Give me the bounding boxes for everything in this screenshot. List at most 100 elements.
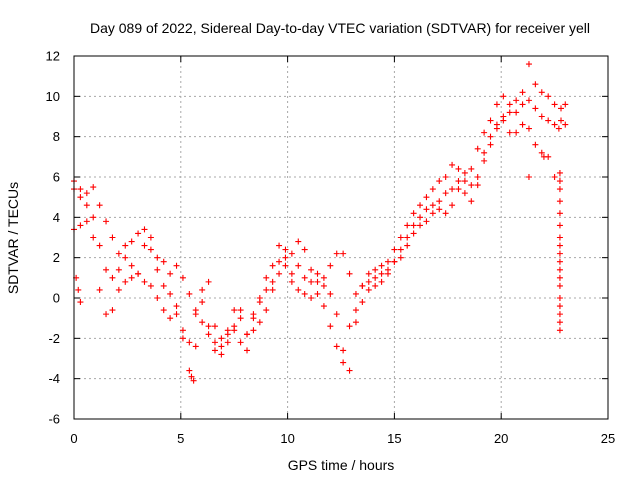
data-point — [474, 145, 481, 152]
data-point — [256, 295, 263, 301]
data-point — [525, 97, 532, 104]
data-point — [404, 234, 411, 241]
data-point — [365, 286, 372, 293]
data-point — [141, 278, 148, 285]
data-point — [96, 202, 103, 209]
data-point — [147, 246, 154, 253]
x-tick-label: 25 — [601, 431, 615, 446]
data-point — [128, 274, 135, 281]
data-point — [218, 351, 225, 358]
data-point — [154, 254, 161, 261]
data-point — [417, 202, 424, 209]
data-point — [513, 109, 520, 116]
data-point — [558, 117, 565, 124]
data-point — [474, 174, 481, 180]
data-point — [115, 250, 122, 257]
data-point — [525, 174, 532, 180]
data-point — [103, 218, 110, 225]
data-point — [359, 282, 366, 289]
data-point — [442, 174, 449, 180]
data-point — [397, 246, 404, 253]
data-point — [83, 218, 90, 225]
data-point — [525, 61, 532, 68]
data-point — [346, 270, 353, 277]
data-point — [556, 282, 563, 289]
data-point — [199, 319, 206, 326]
data-point — [288, 278, 295, 285]
data-point — [167, 290, 174, 297]
data-point — [186, 290, 193, 297]
data-point — [154, 266, 161, 273]
x-axis-label: GPS time / hours — [288, 457, 395, 473]
data-point — [532, 81, 539, 88]
data-point — [410, 230, 417, 237]
data-point — [487, 133, 494, 140]
data-point — [96, 286, 103, 293]
data-point — [556, 250, 563, 257]
data-point — [540, 153, 547, 160]
data-point — [404, 242, 411, 249]
x-tick-label: 15 — [387, 431, 401, 446]
data-point — [556, 258, 563, 265]
grid — [74, 56, 608, 419]
data-point — [308, 266, 315, 273]
x-tick-label: 10 — [280, 431, 294, 446]
data-point — [556, 327, 563, 334]
data-point — [288, 250, 295, 257]
data-point — [365, 278, 372, 285]
data-point — [545, 117, 552, 124]
data-point — [436, 178, 443, 185]
data-point — [295, 286, 302, 293]
data-point — [346, 323, 353, 330]
data-point — [556, 222, 563, 229]
data-point — [333, 311, 340, 318]
data-point — [269, 286, 276, 293]
data-point — [188, 373, 195, 380]
data-point — [301, 290, 308, 297]
data-point — [186, 339, 193, 346]
y-tick-label: 0 — [53, 291, 60, 306]
data-point — [417, 222, 424, 229]
data-point — [276, 270, 283, 277]
data-point — [167, 315, 174, 322]
data-point — [562, 101, 569, 108]
data-point — [256, 319, 263, 326]
data-point — [556, 186, 563, 193]
data-point — [410, 210, 417, 217]
data-point — [423, 206, 430, 213]
data-point — [384, 258, 391, 265]
data-point — [103, 266, 110, 273]
data-point — [442, 210, 449, 217]
data-point — [506, 129, 513, 136]
y-tick-label: 12 — [46, 49, 60, 64]
data-point — [372, 266, 379, 273]
data-point — [83, 202, 90, 209]
data-point — [551, 121, 558, 128]
data-point — [192, 343, 199, 350]
data-point — [244, 347, 251, 354]
axis-ticks — [73, 55, 609, 420]
data-point — [237, 307, 244, 314]
data-point — [327, 290, 334, 297]
data-point — [519, 101, 526, 108]
data-point — [551, 174, 558, 180]
data-point — [83, 190, 90, 197]
data-point — [263, 274, 270, 281]
data-point — [135, 270, 142, 277]
data-point — [378, 270, 385, 277]
data-point — [461, 190, 468, 197]
data-point — [468, 182, 475, 189]
y-tick-label: 8 — [53, 129, 60, 144]
data-point — [519, 89, 526, 96]
data-point — [513, 129, 520, 136]
data-point — [519, 121, 526, 128]
data-point — [122, 278, 129, 285]
y-tick-label: 6 — [53, 170, 60, 185]
chart-title: Day 089 of 2022, Sidereal Day-to-day VTE… — [90, 20, 590, 36]
data-point — [461, 169, 468, 176]
x-tick-label: 0 — [70, 431, 77, 446]
data-point — [429, 210, 436, 217]
data-point — [141, 242, 148, 249]
data-point — [545, 93, 552, 100]
